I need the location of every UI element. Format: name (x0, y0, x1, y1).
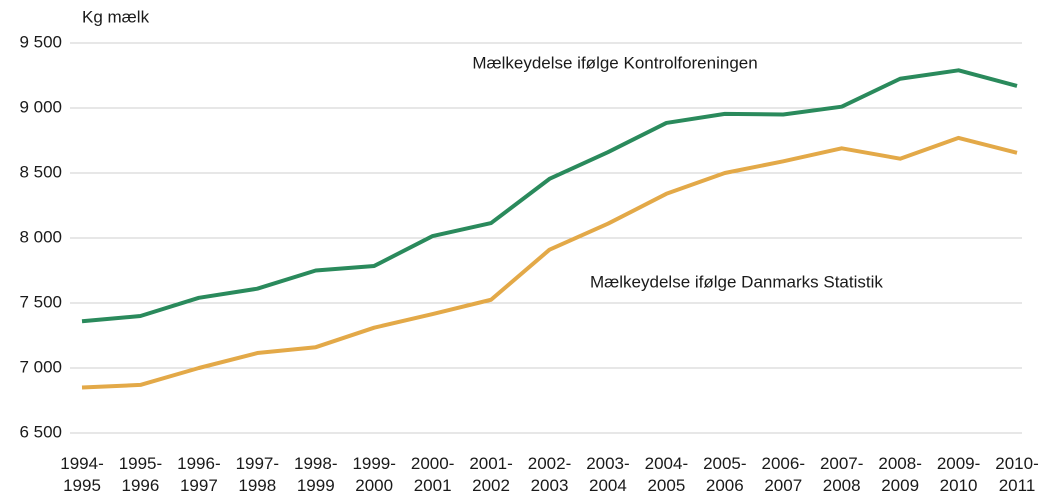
x-tick-label-line: 2001- (469, 454, 512, 473)
x-tick-label: 1996- 1997 (177, 454, 220, 495)
x-tick-label-line: 2011 (999, 476, 1036, 495)
y-axis-label: Kg mælk (82, 7, 150, 26)
x-tick-label-line: 2003- (586, 454, 629, 473)
x-tick-label-line: 1995 (63, 476, 101, 495)
x-tick-label-line: 2005- (703, 454, 746, 473)
x-tick-label-line: 2000- (411, 454, 454, 473)
x-tick-label-line: 2001 (414, 476, 452, 495)
x-tick-label-line: 2010 (940, 476, 978, 495)
x-tick-label-line: 1994- (60, 454, 103, 473)
x-tick-label: 2000- 2001 (411, 454, 454, 495)
x-tick-label: 1998- 1999 (294, 454, 337, 495)
x-tick-label: 2006- 2007 (762, 454, 805, 495)
x-tick-label: 1995- 1996 (119, 454, 162, 495)
x-tick-label-line: 2000 (355, 476, 393, 495)
x-tick-label: 2010- 2011 (995, 454, 1038, 495)
x-tick-label-line: 2005 (647, 476, 685, 495)
x-tick-label-line: 2008- (878, 454, 921, 473)
y-tick-label: 9 000 (19, 97, 62, 116)
x-tick-label-line: 2006 (706, 476, 744, 495)
x-tick-label-line: 2008 (823, 476, 861, 495)
series-line (81, 68, 1018, 324)
y-tick-label: 6 500 (19, 422, 62, 441)
x-tick-label-line: 1997 (180, 476, 218, 495)
x-tick-label: 2002- 2003 (528, 454, 571, 495)
x-tick-label: 2005- 2006 (703, 454, 746, 495)
x-tick-label: 2009- 2010 (937, 454, 980, 495)
x-tick-label-line: 2002- (528, 454, 571, 473)
x-tick-label: 1994- 1995 (60, 454, 103, 495)
y-tick-label: 8 000 (19, 227, 62, 246)
x-tick-label: 2001- 2002 (469, 454, 512, 495)
x-tick-label: 1999- 2000 (352, 454, 395, 495)
x-tick-label-line: 1996 (122, 476, 160, 495)
series-label: Mælkeydelse ifølge Danmarks Statistik (590, 272, 883, 291)
x-tick-label-line: 2007- (820, 454, 863, 473)
x-tick-label-line: 2006- (762, 454, 805, 473)
y-tick-label: 7 000 (19, 357, 62, 376)
x-tick-label-line: 1998 (238, 476, 276, 495)
x-tick-label-line: 2003 (531, 476, 569, 495)
x-tick-label-line: 1999- (352, 454, 395, 473)
x-tick-label: 1997- 1998 (236, 454, 279, 495)
x-tick-label-line: 1997- (236, 454, 279, 473)
x-tick-label-line: 2009 (881, 476, 919, 495)
x-tick-label-line: 2002 (472, 476, 510, 495)
x-tick-label-line: 1998- (294, 454, 337, 473)
x-tick-label-line: 1999 (297, 476, 335, 495)
x-tick-label-line: 2004- (645, 454, 688, 473)
y-tick-label: 8 500 (19, 162, 62, 181)
series-label: Mælkeydelse ifølge Kontrolforeningen (472, 53, 757, 72)
x-tick-label-line: 2007 (764, 476, 802, 495)
x-tick-label: 2004- 2005 (645, 454, 688, 495)
x-tick-label-line: 2004 (589, 476, 627, 495)
x-tick-label-line: 2010- (995, 454, 1038, 473)
x-tick-label: 2007- 2008 (820, 454, 863, 495)
y-tick-label: 9 500 (19, 32, 62, 51)
x-tick-label-line: 2009- (937, 454, 980, 473)
x-tick-label: 2008- 2009 (878, 454, 921, 495)
y-tick-label: 7 500 (19, 292, 62, 311)
series-line (81, 135, 1018, 390)
x-tick-label-line: 1996- (177, 454, 220, 473)
x-tick-label-line: 1995- (119, 454, 162, 473)
x-tick-label: 2003- 2004 (586, 454, 629, 495)
